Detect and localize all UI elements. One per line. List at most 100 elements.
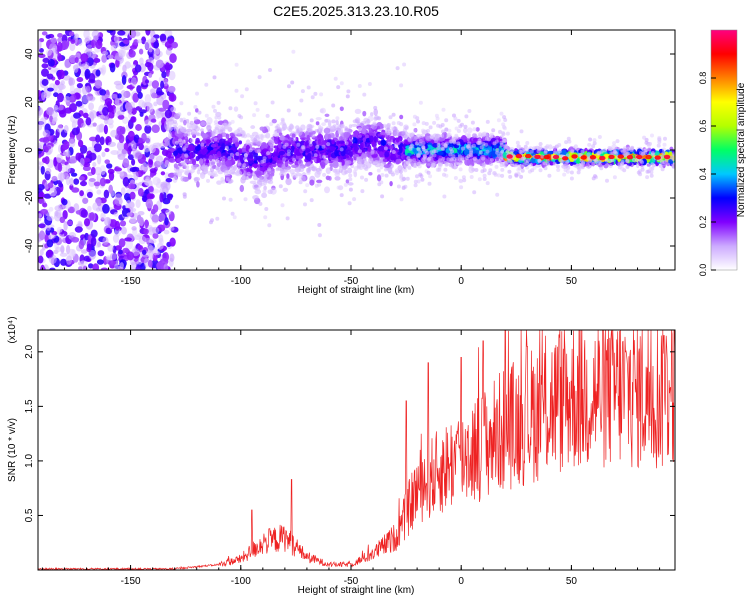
- spectrogram-cell: [79, 180, 88, 187]
- spectrogram-cell: [164, 159, 169, 165]
- spectrogram-cell: [73, 112, 81, 119]
- spectrogram-cell: [463, 124, 468, 129]
- spectrogram-cell: [646, 169, 651, 174]
- spectrogram-cell: [58, 109, 67, 118]
- x-tick-label: 0: [458, 576, 464, 587]
- spectrogram-cell: [377, 146, 384, 152]
- spectrogram-cell: [453, 116, 458, 121]
- spectrogram-cell: [163, 229, 170, 235]
- spectrogram-cell: [357, 121, 362, 126]
- spectrogram-cell: [135, 124, 142, 131]
- spectrogram-cell: [389, 180, 393, 187]
- x-tick-label: -100: [231, 576, 251, 587]
- spectrogram-cell: [282, 157, 287, 162]
- spectrogram-cell: [414, 141, 419, 146]
- spectrogram-cell: [109, 62, 116, 73]
- spectrogram-cell: [243, 197, 248, 202]
- figure-title: C2E5.2025.313.23.10.R05: [273, 3, 439, 19]
- spectrogram-cell: [355, 119, 360, 124]
- spectrogram-cell: [149, 88, 157, 93]
- spectrogram-cell: [318, 233, 322, 238]
- spectrogram-cell: [382, 158, 388, 163]
- spectrogram-cell: [157, 242, 164, 250]
- spectrogram-cell: [255, 107, 260, 112]
- spectrogram-cell: [491, 128, 496, 133]
- spectrogram-cell: [316, 179, 323, 184]
- spectrogram-cell: [89, 212, 95, 221]
- spectrogram-cell: [89, 136, 97, 142]
- spectrogram-cell: [151, 226, 160, 235]
- spectrogram-cell: [362, 110, 367, 117]
- spectrogram-cell: [237, 127, 243, 132]
- spectrogram-cell: [226, 171, 231, 176]
- spectrogram-cell: [108, 171, 115, 181]
- spectrogram-cell: [466, 154, 471, 159]
- spectrogram-cell: [278, 142, 282, 149]
- spectrogram-cell: [133, 171, 139, 181]
- spectrogram-cell: [327, 133, 332, 140]
- spectrogram-cell: [58, 183, 64, 188]
- spectrogram-cell: [412, 148, 417, 153]
- spectrogram-cell: [245, 133, 251, 138]
- spectrogram-cell: [117, 114, 125, 120]
- spectrogram-cell: [209, 149, 217, 155]
- spectrogram-cell: [137, 188, 144, 197]
- spectrogram-cell: [339, 193, 344, 198]
- spectrogram-cell: [404, 135, 409, 140]
- spectrogram-cell: [257, 134, 263, 140]
- spectrogram-cell: [308, 128, 313, 133]
- spectrogram-cell: [270, 136, 275, 141]
- spectrogram-x-ticks: -150 -100 -50 0 50: [41, 30, 661, 287]
- spectrogram-cell: [323, 186, 331, 194]
- spectrogram-cell: [566, 136, 571, 141]
- spectrogram-cell: [396, 121, 401, 125]
- spectrogram-cell: [65, 163, 71, 173]
- spectrogram-cell: [505, 131, 510, 136]
- spectrogram-cell: [404, 126, 409, 130]
- spectrogram-cell: [59, 216, 66, 224]
- spectrogram-cell: [68, 31, 75, 37]
- spectrogram-cell: [379, 151, 384, 158]
- spectrogram-cell: [78, 239, 85, 250]
- spectrogram-cell: [474, 168, 479, 172]
- spectrogram-cell: [472, 156, 477, 161]
- spectrogram-cell: [82, 165, 91, 172]
- spectrogram-cell: [101, 54, 107, 63]
- spectrogram-cell: [445, 162, 450, 167]
- spectrogram-cell: [309, 118, 314, 123]
- spectrogram-cell: [95, 69, 101, 77]
- spectrogram-cell: [97, 241, 102, 248]
- spectrogram-cell: [461, 175, 466, 180]
- spectrogram-cell: [429, 150, 434, 155]
- spectrogram-cell: [564, 140, 569, 145]
- spectrogram-cell: [418, 100, 423, 105]
- spectrogram-cell: [131, 226, 137, 231]
- spectrogram-cell: [86, 243, 92, 251]
- spectrogram-cell: [317, 223, 322, 227]
- spectrogram-cell: [122, 247, 130, 254]
- spectrogram-cell: [141, 249, 147, 256]
- spectrogram-cell: [395, 158, 401, 165]
- spectrogram-cell: [428, 125, 433, 130]
- spectrogram-cell: [38, 223, 46, 229]
- spectrogram-cell: [69, 84, 75, 95]
- spectrogram-cell: [296, 142, 301, 147]
- spectrogram-cell: [79, 144, 88, 154]
- spectrogram-cell: [387, 141, 392, 146]
- spectrogram-cell: [421, 141, 426, 145]
- spectrogram-cell: [454, 126, 459, 131]
- spectrogram-cell: [434, 113, 439, 118]
- spectrogram-cell: [216, 100, 221, 105]
- spectrogram-cell: [351, 143, 358, 148]
- spectrogram-cell: [136, 233, 143, 238]
- spectrogram-cell: [656, 143, 661, 148]
- spectrogram-cell: [446, 157, 451, 162]
- spectrogram-cell: [122, 158, 130, 168]
- spectrogram-cell: [84, 68, 91, 79]
- spectrogram-cell: [608, 154, 615, 160]
- spectrogram-cell: [126, 212, 133, 217]
- spectrogram-cell: [334, 149, 339, 157]
- spectrogram-cell: [214, 115, 218, 120]
- spectrogram-cell: [488, 168, 493, 173]
- spectrogram-cell: [169, 53, 177, 64]
